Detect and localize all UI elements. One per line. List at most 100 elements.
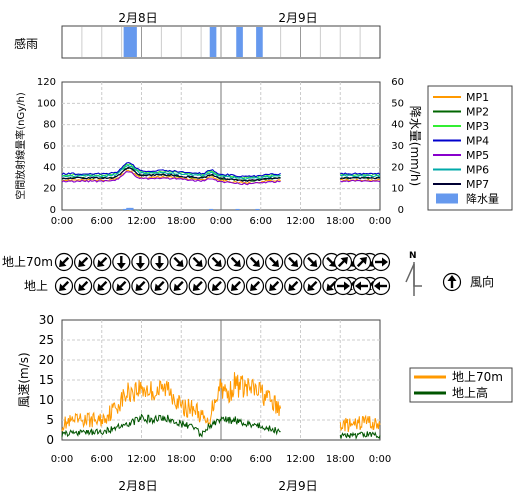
- arrow-head: [116, 283, 124, 291]
- arrow-shaft: [99, 256, 108, 265]
- arrow-head: [135, 283, 143, 291]
- radiation-y2-tick-label: 60: [391, 77, 404, 88]
- arrow-head: [374, 281, 380, 291]
- wind-dir-arrow-icon: [93, 276, 112, 296]
- radiation-grid: [62, 82, 380, 210]
- radiation-line-MP7: [61, 166, 281, 182]
- wind-line-70m: [61, 372, 282, 432]
- arrow-head: [211, 283, 220, 291]
- arrow-shaft: [61, 256, 70, 265]
- legend-swatch-rain: [436, 193, 458, 204]
- wind-dir-arrow-icon: [284, 252, 303, 272]
- arrow-head: [326, 283, 334, 291]
- radiation-y-tick-label: 20: [43, 184, 56, 195]
- arrow-shaft: [326, 256, 334, 265]
- arrow-head: [382, 257, 388, 267]
- arrow-shaft: [157, 280, 165, 289]
- arrow-head: [176, 259, 184, 267]
- arrow-glyph: [78, 256, 89, 267]
- arrow-head: [290, 259, 299, 267]
- wind-x-tick-label: 12:00: [127, 454, 156, 465]
- wind-x-tick-label: 6:00: [91, 454, 113, 465]
- arrow-shaft: [195, 280, 203, 289]
- legend-label: MP2: [466, 106, 489, 119]
- arrow-glyph: [230, 256, 241, 267]
- rain-sensor-bar: [236, 27, 243, 57]
- wind-dir-row2-arrows: [54, 276, 391, 296]
- arrow-shaft: [337, 259, 346, 268]
- arrow-glyph: [307, 256, 318, 267]
- arrow-glyph: [135, 256, 145, 269]
- radiation-rain-bar: [209, 208, 214, 210]
- wind-dir-arrow-icon: [169, 276, 188, 296]
- legend2-label: 地上70m: [452, 370, 503, 384]
- arrow-head: [59, 283, 67, 291]
- radiation-x-tick-label: 6:00: [91, 216, 113, 227]
- wind-dir-arrow-icon: [169, 252, 188, 272]
- radiation-line-MP7: [340, 176, 381, 180]
- wind-dir-arrow-icon: [371, 252, 391, 272]
- arrow-glyph: [59, 256, 70, 267]
- wind-dir-arrow-icon: [54, 276, 74, 296]
- legend-label: MP1: [466, 91, 489, 104]
- arrow-shaft: [233, 280, 241, 289]
- north-letter-icon: N: [409, 251, 417, 261]
- rain-sensor-bar: [209, 27, 217, 57]
- date-label-day2-bottom: 2月9日: [278, 479, 317, 493]
- arrow-head: [344, 281, 350, 291]
- wind-dir-row2-label: 地上: [24, 279, 48, 293]
- wind-dir-row1-arrows: [54, 252, 391, 272]
- arrow-glyph: [135, 280, 146, 291]
- radiation-y2-tick-label: 10: [391, 184, 404, 195]
- arrow-glyph: [116, 280, 127, 291]
- wind-x-tick-label: 18:00: [326, 454, 355, 465]
- wind-speed-x-ticks: 0:00 6:00 12:00 18:00 0:00 6:00 12:00 18:00 0:00: [51, 454, 391, 465]
- wind-dir-arrow-icon: [93, 252, 112, 272]
- wind-x-tick-label: 6:00: [250, 454, 272, 465]
- arrow-glyph: [116, 256, 126, 269]
- rain-sensor-bar: [123, 27, 137, 57]
- north-icon: N: [405, 251, 422, 296]
- wind-y-tick-label: 5: [46, 413, 54, 427]
- legend-label: MP5: [466, 149, 489, 162]
- radiation-y-tick-label: 60: [43, 141, 56, 152]
- wind-line-70m: [339, 414, 381, 433]
- arrow-shaft: [307, 256, 315, 265]
- radiation-rain-bar: [235, 208, 240, 210]
- arrow-glyph: [249, 256, 260, 267]
- arrow-shaft: [176, 280, 184, 289]
- wind-y-tick-label: 15: [39, 373, 54, 387]
- wind-x-tick-label: 12:00: [286, 454, 315, 465]
- radiation-x-tick-label: 18:00: [326, 216, 355, 227]
- legend-label: MP3: [466, 120, 489, 133]
- wind-speed-legend: [409, 367, 513, 403]
- radiation-rain-bar: [126, 207, 131, 210]
- radiation-line-MP6: [61, 164, 281, 180]
- arrow-shaft: [138, 280, 146, 289]
- arrow-head: [135, 263, 145, 269]
- radiation-y-tick-label: 100: [37, 98, 56, 109]
- wind-y-tick-label: 0: [46, 433, 54, 447]
- arrow-head: [252, 259, 260, 267]
- date-label-day2-top: 2月9日: [278, 11, 317, 25]
- arrow-shaft: [192, 256, 200, 265]
- wind-x-tick-label: 0:00: [210, 454, 232, 465]
- legend-label: MP6: [466, 164, 489, 177]
- arrow-head: [97, 283, 105, 291]
- radiation-y2-tick-label: 30: [391, 141, 404, 152]
- arrow-head: [340, 257, 348, 265]
- legend-label: MP4: [466, 135, 489, 148]
- wind-dir-arrow-icon: [371, 276, 391, 296]
- arrow-glyph: [173, 280, 184, 291]
- rain-sensor-label: 感雨: [14, 36, 38, 51]
- wind-dir-legend-arrow: [442, 272, 462, 292]
- radiation-x-tick-label: 0:00: [51, 216, 73, 227]
- radiation-y2-ticks: 0 10 20 30 40 50 60: [391, 77, 404, 216]
- radiation-y2-tick-label: 20: [391, 162, 404, 173]
- arrow-shaft: [249, 256, 258, 265]
- wind-y-tick-label: 30: [39, 313, 54, 327]
- wind-dir-arrow-icon: [352, 276, 372, 296]
- wind-dir-arrow-icon: [73, 252, 93, 272]
- arrow-shaft: [61, 280, 70, 289]
- wind-line-ground: [339, 431, 381, 440]
